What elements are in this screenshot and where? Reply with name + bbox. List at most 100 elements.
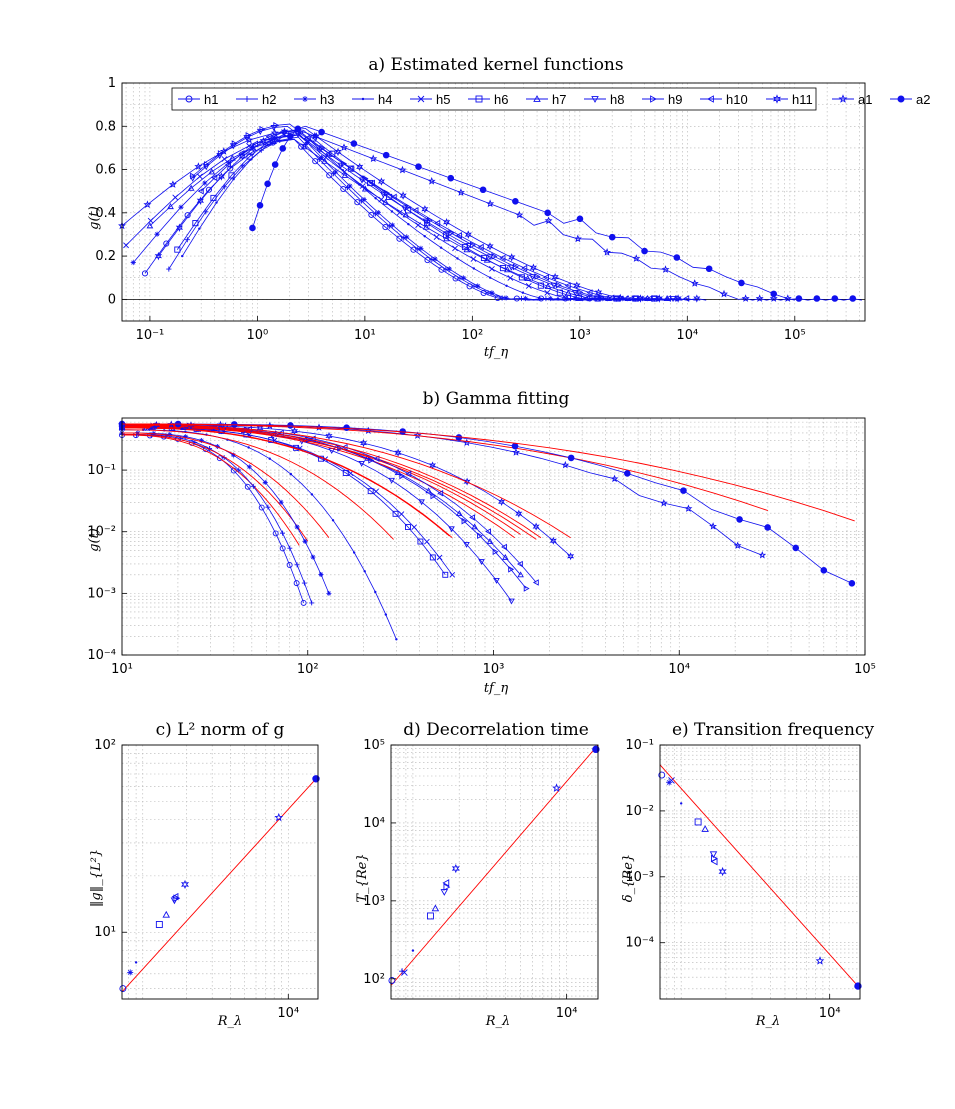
data-point	[603, 248, 612, 256]
panel-a-ylabel: g(t)	[87, 206, 102, 230]
data-point	[628, 295, 635, 302]
data-point	[152, 420, 161, 430]
legend-box	[171, 87, 817, 111]
data-point	[674, 294, 682, 303]
panel-d-grid	[391, 745, 598, 999]
panel-b-title: b) Gamma fitting	[423, 389, 570, 409]
data-point	[374, 197, 377, 200]
data-point	[265, 133, 272, 140]
fit-line	[121, 778, 317, 993]
data-point	[461, 517, 468, 525]
data-point	[475, 283, 481, 289]
data-point	[231, 140, 238, 148]
data-point	[326, 590, 332, 596]
data-point	[363, 570, 366, 573]
data-point	[151, 430, 157, 436]
data-point	[644, 294, 651, 302]
data-point	[203, 209, 209, 215]
legend-label: a2	[916, 92, 930, 107]
data-point	[820, 567, 828, 574]
data-point	[190, 172, 197, 180]
panel-e: 10⁴ 10⁻⁴ 10⁻³ 10⁻² 10⁻¹	[625, 738, 862, 1021]
data-point	[532, 522, 540, 531]
data-point	[174, 246, 181, 253]
legend-marker	[707, 95, 714, 103]
data-point	[249, 144, 256, 151]
data-point	[413, 431, 422, 439]
data-point	[412, 206, 419, 214]
y-tick-label: 10⁻²	[625, 804, 654, 819]
data-point	[325, 150, 332, 158]
x-tick-label: 10³	[569, 328, 591, 343]
fit-line-h6	[121, 427, 453, 539]
legend-marker	[897, 95, 905, 103]
data-point-pentagram	[274, 812, 284, 822]
data-point	[616, 293, 624, 303]
data-point	[608, 294, 615, 302]
data-point	[197, 187, 204, 195]
series-h4	[120, 428, 398, 641]
fit-line-a2	[122, 423, 855, 522]
data-point	[217, 150, 224, 157]
data-point	[184, 237, 190, 243]
panel-c: 10⁴ 10¹ 10²	[94, 738, 320, 1021]
x-tick-label: 10¹	[354, 328, 376, 343]
data-point	[493, 578, 500, 584]
data-point-triangle-left	[442, 879, 450, 887]
series-h5	[123, 134, 656, 302]
data-point	[537, 282, 544, 289]
data-point	[471, 523, 478, 530]
data-point-circle	[658, 771, 666, 779]
data-point	[211, 174, 218, 182]
data-point	[163, 240, 170, 247]
data-point	[719, 289, 728, 298]
panel-e-axes-box	[659, 744, 861, 1000]
series-line-h5	[125, 134, 656, 301]
data-point	[289, 472, 293, 476]
data-point	[347, 165, 354, 172]
data-point	[477, 532, 483, 540]
x-tick-label: 10⁵	[854, 662, 876, 677]
data-point	[521, 291, 525, 294]
series-line-h11	[121, 424, 571, 557]
x-tick-label: 10²	[461, 328, 483, 343]
panel-b: 10¹ 10² 10³ 10⁴ 10⁵ 10⁻⁴ 10⁻³ 10⁻² 10⁻¹	[87, 417, 876, 677]
data-point	[680, 487, 687, 494]
data-point	[690, 279, 699, 287]
data-point	[517, 571, 524, 578]
data-point	[300, 143, 308, 150]
data-point	[204, 161, 211, 168]
data-point	[499, 265, 507, 272]
data-point	[373, 488, 379, 495]
legend-marker	[361, 97, 365, 101]
data-point	[411, 524, 417, 531]
data-point	[486, 254, 494, 261]
legend-marker	[302, 96, 308, 102]
legend: h1 h2 h3 h4 h5 h6 h7 h8 h9 h10 h11 a1 a2	[171, 87, 930, 111]
data-point	[214, 443, 220, 449]
data-point	[567, 454, 575, 462]
data-point	[318, 154, 325, 161]
data-point	[245, 132, 252, 139]
data-point	[123, 242, 129, 249]
data-point-star	[127, 969, 134, 976]
y-tick-label: 10⁻⁴	[625, 936, 654, 951]
data-point	[167, 203, 174, 210]
legend-item-h5: h5	[410, 92, 450, 107]
data-point	[309, 600, 315, 606]
data-point	[449, 571, 456, 578]
data-point	[813, 295, 821, 302]
legend-item-a1: a1	[832, 92, 872, 107]
data-point	[383, 189, 391, 197]
data-point	[394, 469, 402, 476]
data-point	[396, 235, 403, 242]
data-point	[544, 282, 552, 289]
data-point	[576, 215, 584, 223]
data-point	[549, 536, 557, 545]
y-tick-label: 0.2	[95, 249, 116, 264]
data-point	[256, 202, 264, 209]
fit-line-h3	[122, 432, 330, 538]
legend-item-a2: a2	[890, 92, 930, 107]
data-point-dot	[134, 961, 138, 964]
